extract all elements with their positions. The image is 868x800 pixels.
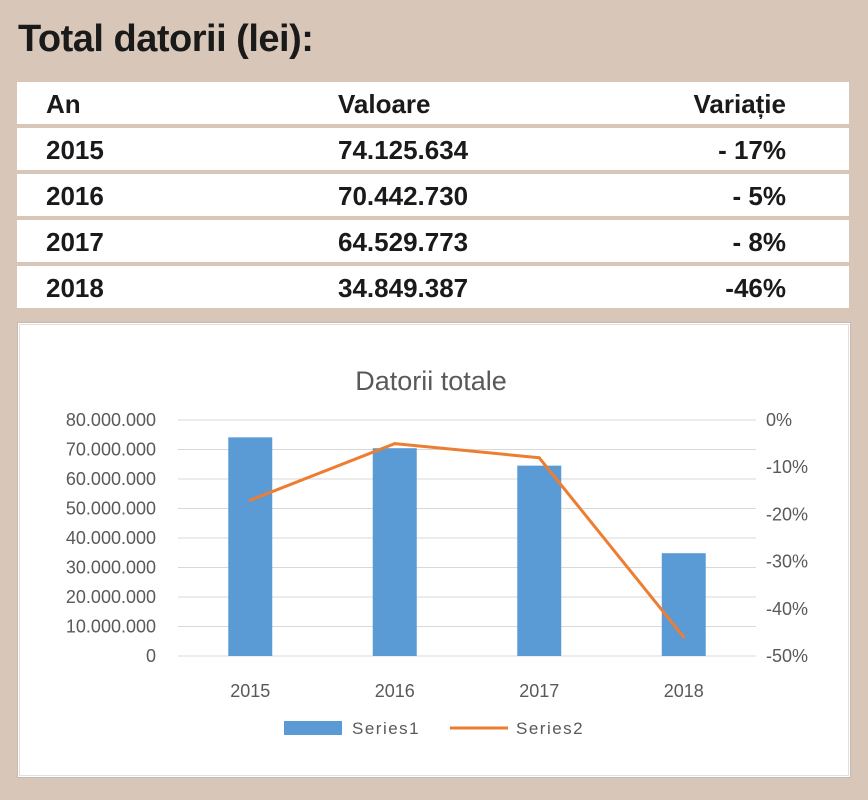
x-tick-label: 2015 <box>230 681 270 701</box>
debt-table: An Valoare Variație 2015 74.125.634 - 17… <box>17 82 849 312</box>
bar <box>661 553 706 656</box>
y-left-tick-label: 30.000.000 <box>66 558 156 578</box>
y-left-tick-label: 20.000.000 <box>66 587 156 607</box>
y-left-tick-label: 50.000.000 <box>66 499 156 519</box>
cell-value: 34.849.387 <box>338 273 469 303</box>
bar <box>517 465 562 656</box>
legend-swatch-series1 <box>284 721 342 735</box>
y-left-tick-label: 60.000.000 <box>66 469 156 489</box>
chart-frame <box>19 324 849 776</box>
y-axis-right: -50% -40% -30% -20% -10% 0% <box>766 410 808 666</box>
legend-label-series2: Series2 <box>516 719 584 738</box>
legend-label-series1: Series1 <box>352 719 420 738</box>
table-row: 2015 74.125.634 - 17% <box>17 128 849 170</box>
header-value: Valoare <box>338 89 431 119</box>
header-year: An <box>46 89 81 119</box>
chart-title: Datorii totale <box>355 366 507 396</box>
cell-year: 2018 <box>46 273 104 303</box>
x-axis: 2015 2016 2017 2018 <box>230 681 704 701</box>
bar <box>228 437 273 656</box>
line-series <box>248 442 686 639</box>
y-right-tick-label: -10% <box>766 457 808 477</box>
cell-variation: - 5% <box>732 181 786 211</box>
y-left-tick-label: 10.000.000 <box>66 617 156 637</box>
y-left-tick-label: 70.000.000 <box>66 440 156 460</box>
header-variation: Variație <box>693 89 786 119</box>
series-line <box>249 442 685 639</box>
x-tick-label: 2016 <box>375 681 415 701</box>
cell-value: 64.529.773 <box>338 227 469 257</box>
cell-variation: -46% <box>725 273 786 303</box>
y-right-tick-label: 0% <box>766 410 792 430</box>
table-row: 2017 64.529.773 - 8% <box>17 220 849 262</box>
table-header-row: An Valoare Variație <box>17 82 849 124</box>
cell-year: 2015 <box>46 135 104 165</box>
y-left-tick-label: 0 <box>146 646 156 666</box>
y-right-tick-label: -30% <box>766 552 808 572</box>
line-point <box>248 498 252 502</box>
cell-year: 2017 <box>46 227 104 257</box>
y-right-tick-label: -20% <box>766 504 808 524</box>
legend: Series1 Series2 <box>284 719 584 738</box>
y-left-tick-label: 80.000.000 <box>66 410 156 430</box>
line-point <box>682 635 686 639</box>
cell-value: 74.125.634 <box>338 135 469 165</box>
cell-value: 70.442.730 <box>338 181 469 211</box>
chart-container: Datorii totale 0 10.000.000 20.000.000 30.0… <box>17 322 851 778</box>
bar <box>372 448 417 656</box>
cell-variation: - 8% <box>732 227 786 257</box>
x-tick-label: 2018 <box>664 681 704 701</box>
line-point <box>393 442 397 446</box>
cell-year: 2016 <box>46 181 104 211</box>
y-right-tick-label: -50% <box>766 646 808 666</box>
y-right-tick-label: -40% <box>766 599 808 619</box>
x-tick-label: 2017 <box>519 681 559 701</box>
y-axis-left: 0 10.000.000 20.000.000 30.000.000 40.000.00… <box>66 410 156 666</box>
bar-series <box>228 437 706 656</box>
table-row: 2018 34.849.387 -46% <box>17 266 849 308</box>
table-row: 2016 70.442.730 - 5% <box>17 174 849 216</box>
line-point <box>537 456 541 460</box>
gridlines <box>178 419 756 657</box>
cell-variation: - 17% <box>718 135 786 165</box>
page-title: Total datorii (lei): <box>18 18 314 60</box>
combo-chart: Datorii totale 0 10.000.000 20.000.000 30.0… <box>66 366 808 738</box>
y-left-tick-label: 40.000.000 <box>66 528 156 548</box>
